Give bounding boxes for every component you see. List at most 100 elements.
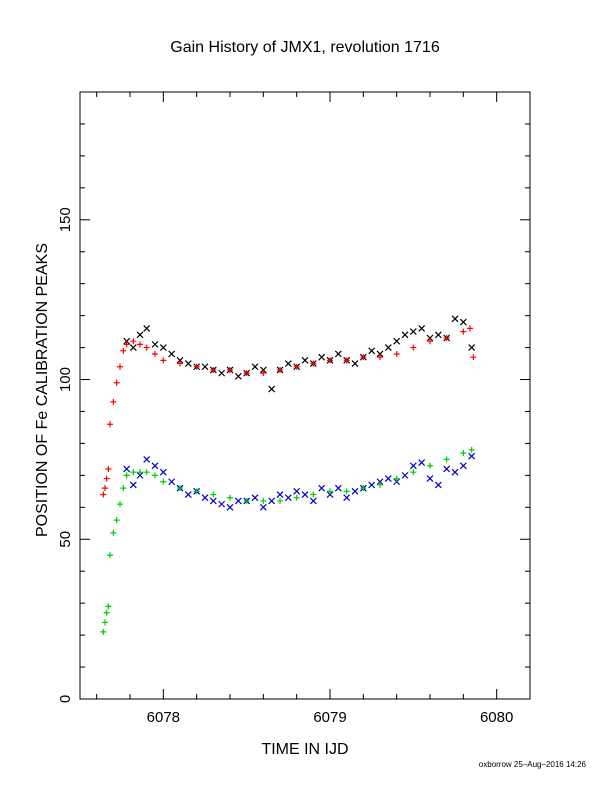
data-point [451, 468, 459, 476]
data-point [123, 341, 130, 348]
data-point [334, 484, 342, 492]
data-point [284, 494, 292, 502]
axis-ticks [80, 92, 531, 699]
data-point [210, 366, 217, 373]
data-point [351, 360, 359, 367]
data-point [310, 491, 317, 498]
data-point [259, 503, 267, 511]
data-point [418, 324, 426, 332]
data-point [143, 344, 150, 351]
data-point [468, 446, 475, 453]
data-point [136, 471, 144, 479]
data-point [201, 494, 209, 502]
data-point [276, 491, 284, 498]
data-point [410, 469, 417, 476]
y-tick-label: 150 [57, 207, 74, 232]
data-point [393, 478, 401, 486]
data-point [327, 357, 333, 364]
series-group [123, 315, 476, 393]
data-point [434, 481, 442, 489]
data-point [184, 491, 192, 498]
data-point [468, 452, 476, 460]
data-point [460, 328, 467, 335]
data-point [103, 609, 110, 616]
data-point [360, 485, 367, 492]
data-point [113, 517, 120, 524]
data-point [117, 363, 123, 370]
series-group [100, 325, 477, 498]
data-point [227, 494, 233, 501]
data-point [277, 497, 283, 504]
data-point [218, 369, 226, 377]
data-point [210, 491, 217, 498]
data-point [284, 360, 292, 367]
chart-title: Gain History of JMX1, revolution 1716 [170, 39, 440, 56]
data-point [176, 356, 184, 364]
data-point [129, 481, 137, 489]
data-point [468, 344, 476, 352]
data-point [393, 350, 400, 357]
data-point [159, 468, 167, 476]
data-point [368, 481, 376, 489]
data-point [293, 363, 300, 370]
data-point [100, 628, 107, 635]
data-point [136, 331, 144, 339]
data-point [234, 372, 242, 380]
data-point [268, 385, 276, 393]
data-point [384, 344, 392, 352]
data-point [393, 475, 400, 482]
data-point [105, 603, 112, 610]
x-tick-label: 6079 [313, 709, 346, 726]
data-point [451, 315, 459, 323]
data-point [268, 497, 276, 505]
data-point [393, 337, 401, 345]
data-point [143, 324, 151, 332]
data-point [113, 379, 120, 386]
data-point [360, 354, 367, 361]
data-point [168, 350, 176, 358]
data-point [434, 331, 442, 339]
data-point [301, 356, 309, 364]
data-point [226, 503, 234, 511]
footer-credit: oxborrow 25–Aug–2016 14:26 [479, 760, 587, 769]
data-point [105, 465, 112, 472]
data-point [410, 344, 417, 351]
y-tick-label: 50 [57, 531, 74, 548]
data-point [120, 347, 127, 354]
data-point [470, 354, 477, 361]
data-point [301, 491, 309, 498]
data-point [102, 485, 108, 492]
data-point [426, 334, 434, 342]
data-point [409, 462, 417, 470]
data-point [110, 398, 117, 405]
data-point [218, 500, 226, 508]
data-point [427, 462, 433, 469]
data-point [117, 501, 123, 508]
data-point [251, 363, 259, 371]
data-point [260, 497, 267, 504]
data-point [143, 469, 150, 476]
data-point [401, 331, 409, 339]
data-point [152, 472, 158, 479]
data-point [310, 360, 317, 367]
data-point [151, 340, 159, 348]
data-point [193, 363, 200, 370]
data-point [409, 328, 417, 336]
data-point [193, 488, 200, 495]
data-point [152, 350, 158, 357]
data-point [318, 484, 326, 492]
data-point [277, 366, 283, 373]
data-point [123, 465, 131, 473]
axis-tick-labels: 6078 6079 6080 0 50 100 150 [57, 207, 513, 726]
data-point [443, 334, 450, 341]
data-point [243, 370, 250, 377]
data-point [107, 552, 113, 559]
data-point [151, 462, 159, 470]
data-point [318, 353, 326, 361]
series-group [100, 446, 475, 635]
data-point [234, 497, 242, 505]
data-point [460, 450, 467, 457]
data-point [368, 347, 376, 355]
data-point [343, 357, 350, 364]
